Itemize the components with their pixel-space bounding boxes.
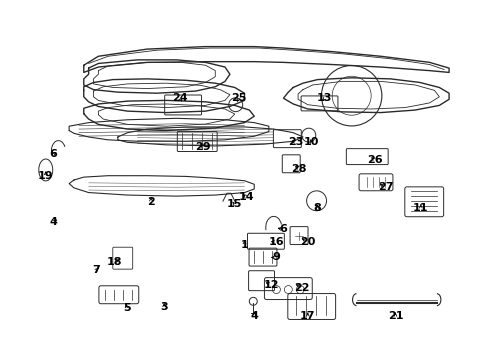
Text: 4: 4 <box>49 217 58 227</box>
Text: 21: 21 <box>387 311 403 321</box>
Text: 20: 20 <box>300 237 315 247</box>
Text: 7: 7 <box>92 265 100 275</box>
Text: 18: 18 <box>106 257 122 267</box>
Text: 8: 8 <box>313 203 321 213</box>
Text: 25: 25 <box>230 93 246 103</box>
Text: 6: 6 <box>49 149 58 159</box>
Text: 24: 24 <box>172 93 187 103</box>
Text: 11: 11 <box>412 203 427 213</box>
Text: 17: 17 <box>300 311 315 321</box>
Text: 26: 26 <box>366 155 382 165</box>
Text: 23: 23 <box>287 138 303 147</box>
Text: 3: 3 <box>160 302 167 312</box>
Text: 16: 16 <box>268 237 284 247</box>
Text: 5: 5 <box>122 303 130 314</box>
Text: 1: 1 <box>240 239 248 249</box>
Text: 13: 13 <box>317 93 332 103</box>
Text: 12: 12 <box>263 280 279 290</box>
Text: 4: 4 <box>250 311 258 321</box>
Text: 19: 19 <box>38 171 54 181</box>
Text: 27: 27 <box>377 182 393 192</box>
Text: 15: 15 <box>226 199 242 210</box>
Text: 29: 29 <box>195 142 210 152</box>
Text: 2: 2 <box>147 197 155 207</box>
Text: 10: 10 <box>304 138 319 147</box>
Text: 6: 6 <box>279 225 287 234</box>
Text: 14: 14 <box>239 192 254 202</box>
Text: 22: 22 <box>294 283 309 293</box>
Text: 28: 28 <box>291 163 306 174</box>
Text: 9: 9 <box>272 252 280 262</box>
